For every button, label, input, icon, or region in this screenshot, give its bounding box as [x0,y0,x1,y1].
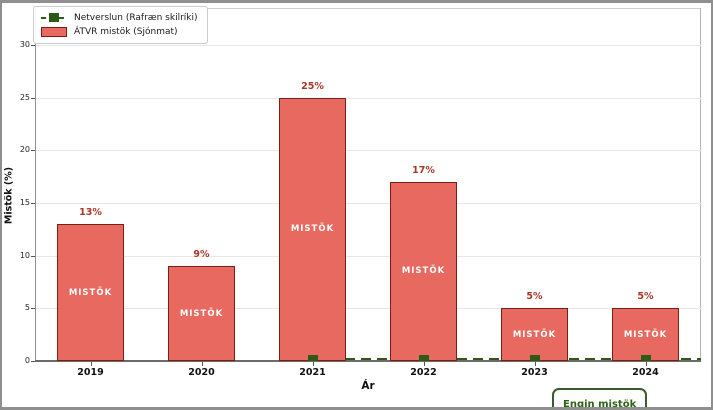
y-tick-label: 25 [19,93,30,102]
bar-value-label-2020: 9% [193,249,210,261]
y-tick-label: 5 [24,303,30,312]
bar-value-label-2022: 17% [412,164,435,176]
legend-label: Netverslun (Rafræn skilríki) [74,13,198,23]
annotation-label: Engin mistök [563,399,637,410]
y-tick-mark [31,203,35,204]
gridline [36,308,701,309]
x-tick-label-2020: 2020 [188,367,215,378]
legend-item-atvr: ÁTVR mistök (Sjónmat) [41,25,198,39]
y-tick-mark [31,361,35,362]
bar-patch-icon [41,27,67,37]
x-tick-mark [312,362,314,366]
x-axis-label: Ár [361,380,375,392]
netverslun-marker-2022 [418,355,429,361]
x-tick-mark [90,362,92,366]
dashed-line-marker-icon [41,13,67,23]
y-tick-label: 10 [19,251,30,260]
bar-2023 [501,308,568,361]
y-tick-mark [31,308,35,309]
y-tick-label: 30 [19,40,30,49]
plot-right-spine [700,8,701,362]
x-tick-label-2021: 2021 [299,367,326,378]
bar-inner-text-2023: MISTÖK [512,329,557,340]
gridline [36,203,701,204]
gridline [36,150,701,151]
y-axis-spine [35,8,36,362]
y-tick-mark [31,45,35,46]
bar-2019 [57,224,124,361]
bar-2022 [390,181,457,361]
netverslun-marker-2023 [529,355,540,361]
x-axis-spine [35,360,701,362]
legend-item-netverslun: Netverslun (Rafræn skilríki) [41,11,198,25]
chart-legend: Netverslun (Rafræn skilríki) ÁTVR mistök… [33,6,208,44]
y-tick-label: 20 [19,145,30,154]
netverslun-marker-2024 [640,355,651,361]
x-tick-label-2024: 2024 [632,367,659,378]
netverslun-marker-2021 [307,355,318,361]
y-tick-label: 15 [19,198,30,207]
bar-inner-text-2022: MISTÖK [401,266,446,277]
y-axis-label: Mistök (%) [3,166,15,225]
y-tick-mark [31,150,35,151]
y-tick-mark [31,256,35,257]
bar-2020 [168,266,235,361]
x-tick-mark [201,362,203,366]
x-tick-mark [423,362,425,366]
gridline [36,45,701,46]
bar-inner-text-2024: MISTÖK [623,329,668,340]
x-tick-label-2023: 2023 [521,367,548,378]
x-tick-label-2019: 2019 [77,367,104,378]
bar-value-label-2019: 13% [79,207,102,218]
bar-inner-text-2020: MISTÖK [179,308,224,319]
gridline [36,256,701,257]
x-tick-mark [645,362,647,366]
x-tick-label-2022: 2022 [410,367,437,378]
plot-top-spine [35,8,701,9]
bar-value-label-2023: 5% [526,291,543,303]
bar-2024 [612,308,679,361]
legend-label: ÁTVR mistök (Sjónmat) [74,27,178,37]
gridline [36,98,701,99]
no-errors-annotation: Engin mistök [552,388,648,410]
bar-value-label-2024: 5% [637,291,654,303]
bar-value-label-2021: 25% [301,80,324,92]
bar-inner-text-2021: MISTÖK [290,224,335,235]
x-tick-mark [534,362,536,366]
y-tick-label: 0 [24,356,30,365]
bar-inner-text-2019: MISTÖK [68,287,113,298]
y-tick-mark [31,98,35,99]
